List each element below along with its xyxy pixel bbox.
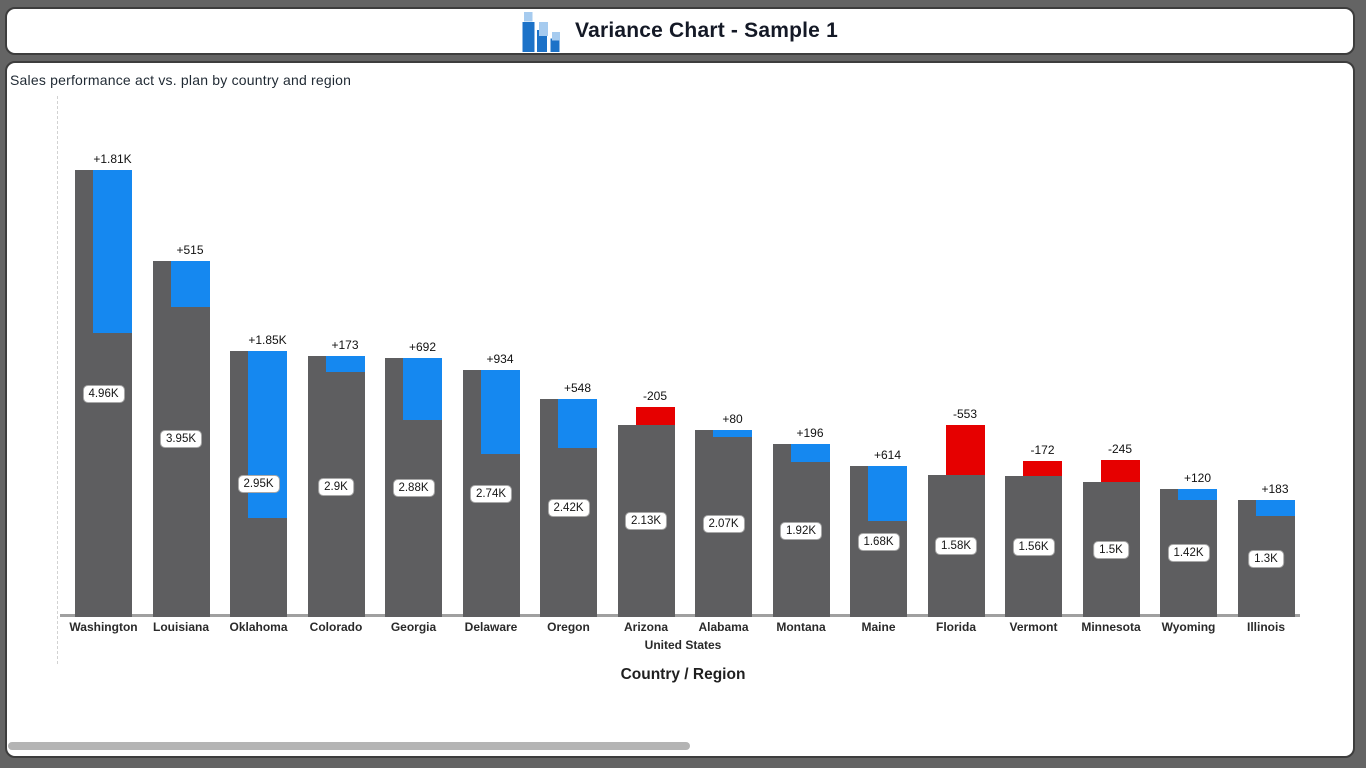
value-label: 3.95K (159, 430, 203, 448)
category-label: Oklahoma (229, 620, 288, 634)
category-label: Delaware (464, 620, 518, 634)
category-label: Illinois (1246, 620, 1286, 634)
variance-label: -553 (952, 407, 978, 421)
page-title: Variance Chart - Sample 1 (575, 19, 838, 42)
value-label: 2.07K (702, 514, 745, 533)
positive-variance-bar[interactable] (403, 358, 442, 420)
variance-label: +120 (1183, 471, 1212, 485)
category-label: Maine (861, 620, 896, 634)
x-axis-line (60, 614, 1300, 617)
value-label: 1.56K (1012, 537, 1055, 556)
positive-variance-bar[interactable] (93, 170, 132, 333)
variance-label: +80 (722, 412, 743, 426)
positive-variance-bar[interactable] (1255, 500, 1295, 516)
variance-label: -205 (642, 389, 668, 403)
variance-label: -172 (1030, 443, 1055, 457)
negative-variance-bar[interactable] (1023, 461, 1062, 476)
variance-label: +515 (176, 243, 204, 257)
value-label: 1.92K (779, 521, 823, 540)
variance-label: +196 (796, 426, 824, 440)
value-label: 1.5K (1093, 540, 1129, 559)
value-label: 2.74K (469, 484, 513, 503)
positive-variance-bar[interactable] (713, 430, 752, 437)
horizontal-scrollbar-thumb[interactable] (8, 742, 690, 750)
variance-label: +183 (1261, 482, 1289, 496)
category-label: Alabama (698, 620, 749, 634)
variance-label: +934 (486, 352, 514, 366)
variance-label: -245 (1107, 442, 1133, 456)
category-label: Minnesota (1081, 620, 1141, 634)
variance-label: +692 (408, 340, 437, 354)
negative-variance-bar[interactable] (1100, 460, 1140, 482)
y-axis-line (57, 96, 58, 664)
value-label: 2.95K (237, 475, 280, 493)
category-label: Montana (776, 620, 826, 634)
category-label: Vermont (1009, 620, 1058, 634)
variance-label: +1.85K (248, 333, 287, 347)
value-label: 1.3K (1248, 549, 1284, 568)
category-label: Florida (935, 620, 977, 634)
value-label: 2.42K (547, 499, 590, 517)
category-label: Oregon (547, 620, 590, 634)
positive-variance-bar[interactable] (325, 356, 365, 372)
x-axis-title: Country / Region (620, 666, 746, 683)
category-label: Wyoming (1161, 620, 1216, 634)
category-label: Louisiana (152, 620, 210, 634)
value-label: 1.42K (1167, 544, 1210, 562)
negative-variance-bar[interactable] (945, 425, 985, 475)
value-label: 2.13K (624, 512, 668, 530)
category-label: Washington (69, 620, 138, 634)
value-label: 2.88K (392, 478, 435, 497)
chart-subtitle: Sales performance act vs. plan by countr… (10, 72, 352, 88)
positive-variance-bar[interactable] (868, 466, 907, 521)
category-label: Georgia (390, 620, 437, 634)
axis-group-label: United States (644, 638, 722, 652)
value-label: 4.96K (82, 384, 125, 403)
negative-variance-bar[interactable] (635, 407, 675, 425)
variance-label: +548 (563, 381, 592, 395)
value-label: 2.9K (318, 477, 354, 496)
positive-variance-bar[interactable] (1178, 489, 1217, 500)
variance-label: +173 (331, 338, 359, 352)
positive-variance-bar[interactable] (170, 261, 210, 307)
variance-label: +1.81K (93, 152, 132, 166)
variance-bar-chart-icon (522, 11, 561, 52)
positive-variance-bar[interactable] (480, 370, 520, 454)
category-label: Colorado (309, 620, 363, 634)
category-label: Arizona (623, 620, 669, 634)
variance-label: +614 (873, 448, 902, 462)
value-label: 1.68K (857, 532, 900, 551)
positive-variance-bar[interactable] (558, 399, 597, 448)
positive-variance-bar[interactable] (790, 444, 830, 462)
value-label: 1.58K (934, 537, 978, 555)
title-bar: Variance Chart - Sample 1 (5, 7, 1355, 55)
